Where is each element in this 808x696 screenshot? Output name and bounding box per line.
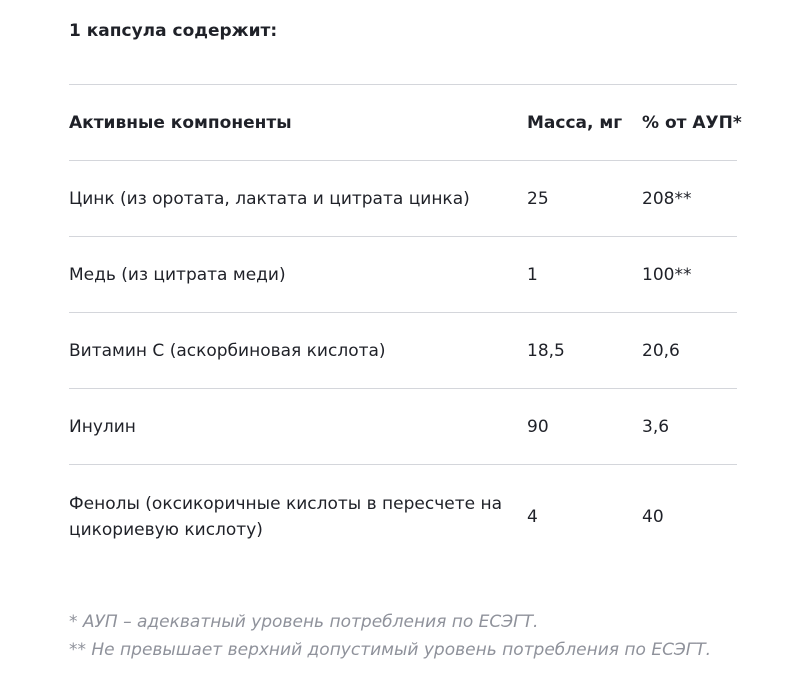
header-components: Активные компоненты [69, 112, 292, 133]
component-name: Фенолы (оксикоричные кислоты в пересчете… [69, 493, 503, 540]
header-percent-aup: % от АУП* [642, 112, 742, 133]
component-percent: 40 [642, 506, 664, 527]
table-row: Цинк (из оротата, лактата и цитрата цинк… [69, 160, 737, 236]
component-percent: 20,6 [642, 340, 680, 361]
component-mass: 18,5 [527, 340, 565, 361]
component-percent: 100** [642, 264, 692, 285]
component-percent: 208** [642, 188, 692, 209]
component-mass: 1 [527, 264, 538, 285]
footnote-upper-limit: ** Не превышает верхний допустимый урове… [69, 640, 712, 660]
footnote-aup: * АУП – адекватный уровень потребления п… [69, 612, 539, 632]
section-heading: 1 капсула содержит: [69, 21, 278, 41]
table-row: Медь (из цитрата меди) 1 100** [69, 236, 737, 312]
component-name: Витамин С (аскорбиновая кислота) [69, 340, 386, 361]
component-name: Медь (из цитрата меди) [69, 264, 286, 285]
header-mass: Масса, мг [527, 112, 623, 133]
component-name: Цинк (из оротата, лактата и цитрата цинк… [69, 188, 470, 209]
component-percent: 3,6 [642, 416, 670, 437]
composition-table: Активные компоненты Масса, мг % от АУП* … [69, 84, 742, 568]
table-row: Фенолы (оксикоричные кислоты в пересчете… [69, 464, 737, 568]
table-row: Витамин С (аскорбиновая кислота) 18,5 20… [69, 312, 737, 388]
table-header-row: Активные компоненты Масса, мг % от АУП* [69, 84, 742, 160]
component-mass: 25 [527, 188, 549, 209]
component-mass: 90 [527, 416, 549, 437]
component-name: Инулин [69, 416, 136, 437]
footnotes: * АУП – адекватный уровень потребления п… [69, 608, 711, 664]
table-row: Инулин 90 3,6 [69, 388, 737, 464]
component-mass: 4 [527, 506, 538, 527]
